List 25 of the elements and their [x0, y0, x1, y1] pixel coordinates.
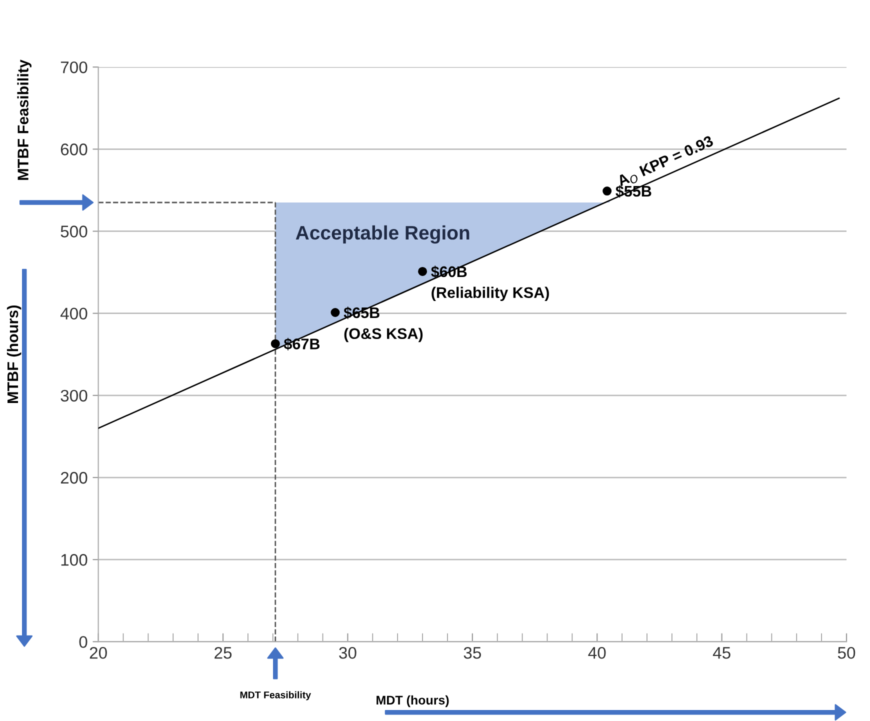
annotation: $67B: [284, 338, 320, 350]
x-tick-label: 20: [90, 646, 107, 659]
y-tick-label: 400: [60, 308, 88, 320]
point: [602, 186, 612, 196]
x-tick-label: 50: [838, 646, 856, 659]
y-axis-title: MTBF (hours): [6, 305, 22, 403]
point: [418, 266, 428, 276]
x-tick-label: 45: [712, 647, 730, 659]
y-tick-label: 300: [60, 390, 88, 402]
y-tick-label: 0: [79, 636, 88, 648]
y-tick-label: 200: [60, 472, 88, 484]
point: [270, 339, 280, 348]
point: [330, 308, 340, 318]
y-tick-label: 500: [60, 226, 88, 238]
y-tick-label: 100: [61, 554, 88, 566]
y-tick-label: 700: [60, 61, 88, 74]
x-tick-label: 30: [339, 646, 356, 659]
annotation: Acceptable Region: [296, 225, 470, 244]
x-axis-title: MDT (hours): [376, 695, 449, 708]
x-tick-label: 25: [214, 646, 232, 659]
x-tick-label: 35: [464, 646, 481, 659]
text: MTBF Feasibility: [17, 60, 32, 180]
text: MDT Feasibility: [240, 691, 311, 700]
y-tick-label: 600: [60, 144, 88, 156]
x-tick-label: 40: [588, 646, 606, 659]
